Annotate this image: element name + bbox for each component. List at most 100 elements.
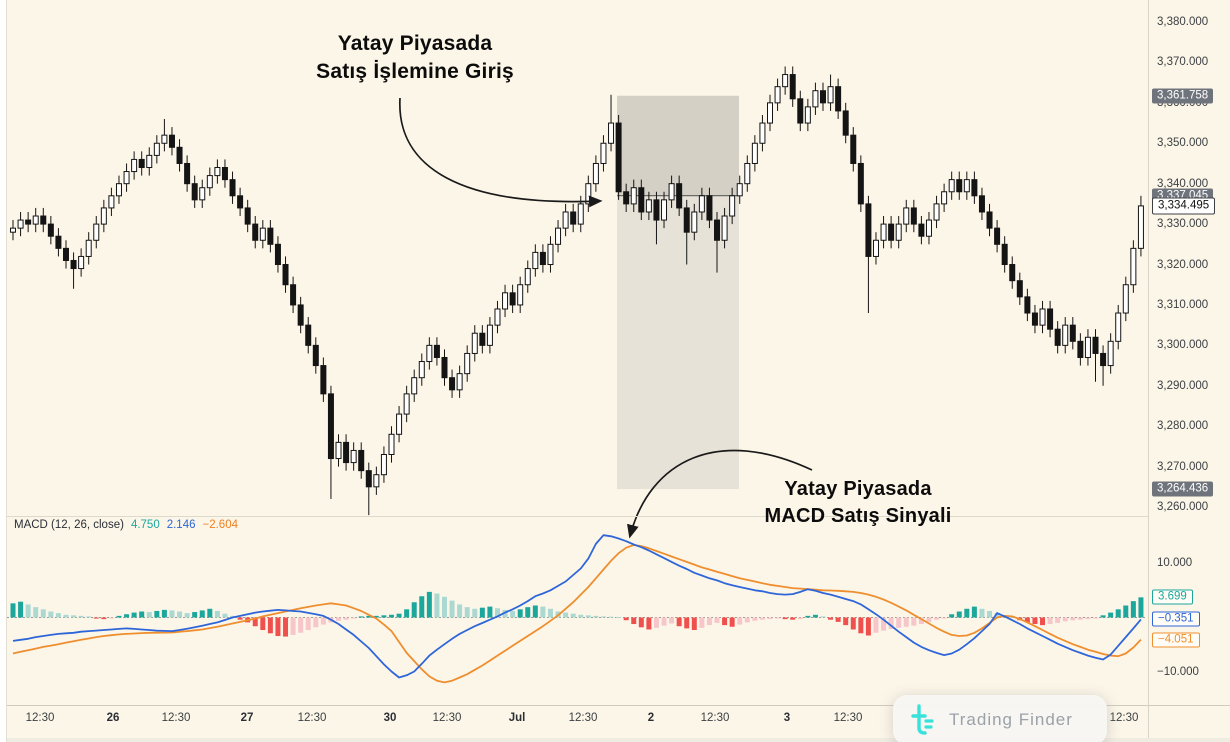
- time-tick-label: 26: [106, 712, 120, 724]
- macd-histogram-bar: [373, 615, 379, 618]
- macd-histogram-bar: [737, 617, 743, 625]
- price-axis[interactable]: 3,380.0003,370.0003,360.0003,350.0003,34…: [1148, 0, 1230, 742]
- candle-body: [131, 158, 138, 173]
- price-tick-label: 3,310.000: [1157, 298, 1209, 311]
- time-tick-label: 30: [383, 712, 397, 724]
- macd-histogram-bar: [850, 617, 856, 630]
- macd-histogram-bar: [290, 617, 296, 635]
- candle-body: [1115, 312, 1122, 342]
- macd-histogram-bar: [1047, 617, 1053, 625]
- macd-histogram-bar: [207, 608, 213, 618]
- macd-histogram-bar: [313, 617, 319, 628]
- macd-annotation-line2: MACD Satış Sinyali: [764, 504, 952, 527]
- candle-body: [237, 195, 244, 209]
- candle-body: [161, 134, 168, 144]
- candle-body: [721, 215, 728, 241]
- candle-body: [335, 441, 342, 460]
- entry-annotation-line2: Satış İşlemine Giriş: [316, 59, 514, 83]
- macd-histogram-bar: [646, 617, 652, 630]
- macd-histogram-bar: [1108, 612, 1114, 618]
- candle-body: [524, 268, 531, 286]
- candle-body: [176, 146, 183, 164]
- price-badge: 3,264.436: [1152, 481, 1214, 497]
- macd-histogram-bar: [411, 602, 417, 618]
- macd-histogram-bar: [86, 616, 92, 618]
- candle-body: [1100, 352, 1107, 367]
- macd-histogram-bar: [487, 606, 493, 618]
- entry-annotation-arrow: [399, 97, 603, 208]
- macd-histogram-bar: [1085, 617, 1091, 620]
- price-tick-label: 3,320.000: [1157, 258, 1209, 271]
- price-tick-label: 3,340.000: [1157, 177, 1209, 190]
- candle-body: [630, 187, 637, 205]
- macd-histogram-bar: [676, 617, 682, 627]
- macd-histogram-bar: [214, 610, 220, 618]
- time-tick-label: 3: [783, 712, 791, 724]
- macd-histogram-bar: [638, 617, 644, 628]
- macd-histogram-bar: [510, 610, 516, 618]
- candle-body: [1077, 340, 1084, 358]
- macd-histogram-bar: [305, 617, 311, 631]
- left-edge-strip: [0, 0, 7, 742]
- candle-body: [835, 86, 842, 112]
- macd-histogram-bar: [25, 604, 31, 618]
- candle-body: [1031, 312, 1038, 326]
- macd-histogram-bar: [1123, 605, 1129, 618]
- candle-body: [850, 134, 857, 164]
- watermark-brand-text: Trading Finder: [949, 710, 1073, 729]
- macd-histogram-bar: [48, 611, 54, 618]
- macd-histogram-bar: [381, 615, 387, 618]
- candle-body: [305, 324, 312, 346]
- macd-legend[interactable]: MACD (12, 26, close) 4.750 2.146 −2.604: [14, 519, 238, 531]
- macd-histogram-bar: [600, 616, 606, 618]
- macd-histogram-bar: [820, 616, 826, 618]
- macd-histogram-bar: [971, 606, 977, 618]
- candle-body: [668, 183, 675, 201]
- candle-body: [782, 74, 789, 88]
- macd-histogram-bar: [351, 617, 357, 619]
- range-box-upper: [617, 95, 739, 196]
- macd-histogram-bar: [298, 617, 304, 633]
- macd-histogram-bar: [116, 615, 122, 618]
- candle-body: [895, 223, 902, 241]
- macd-histogram-bar: [108, 617, 114, 619]
- macd-main-line: [12, 534, 1142, 679]
- candle-body: [600, 142, 607, 164]
- candle-body: [32, 215, 39, 225]
- candle-body: [872, 239, 879, 257]
- candle-body: [1062, 324, 1069, 346]
- candle-body: [312, 344, 319, 367]
- candle-body: [706, 195, 713, 221]
- macd-histogram-bar: [812, 614, 818, 618]
- candle-body: [464, 352, 471, 375]
- macd-histogram-bar: [805, 615, 811, 618]
- candle-body: [327, 393, 334, 460]
- candle-body: [138, 158, 145, 169]
- price-badge: 3,334.495: [1152, 197, 1216, 215]
- candle-body: [221, 167, 228, 181]
- price-tick-label: 3,330.000: [1157, 218, 1209, 231]
- candle-body: [1107, 340, 1114, 367]
- trading-finder-logo-icon: [911, 704, 934, 735]
- macd-value-badge: −4.051: [1152, 632, 1200, 648]
- candle-body: [252, 223, 259, 241]
- candlestick-series: [10, 66, 1144, 516]
- macd-histogram-bar: [623, 617, 629, 621]
- candle-body: [358, 449, 365, 472]
- macd-legend-title: MACD (12, 26, close): [14, 519, 124, 531]
- candle-body: [62, 247, 69, 261]
- candle-body: [865, 203, 872, 257]
- macd-histogram-bar: [1138, 597, 1144, 618]
- candle-body: [10, 227, 16, 233]
- candle-body: [585, 183, 592, 205]
- macd-histogram-bar: [714, 617, 720, 623]
- macd-histogram-bar: [184, 613, 190, 618]
- time-tick-label: 12:30: [161, 712, 191, 724]
- candle-body: [418, 361, 425, 379]
- macd-histogram-bar: [828, 617, 834, 620]
- candle-body: [456, 373, 463, 391]
- candle-body: [274, 243, 281, 266]
- candle-body: [623, 191, 630, 205]
